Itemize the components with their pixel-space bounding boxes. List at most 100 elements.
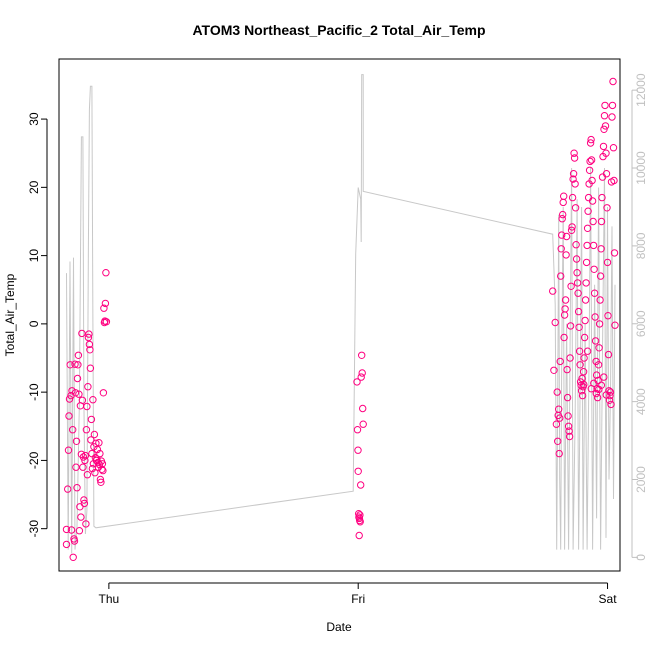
x-tick-label: Fri	[351, 592, 365, 606]
data-point	[65, 395, 74, 403]
data-point	[564, 412, 572, 420]
data-point	[594, 361, 603, 369]
y2-tick-label: 10000	[634, 151, 648, 185]
data-point	[600, 112, 609, 120]
data-point	[100, 304, 108, 312]
data-point	[87, 415, 96, 424]
data-point	[561, 305, 569, 313]
data-point	[563, 393, 572, 402]
data-point	[607, 400, 615, 409]
data-point	[588, 176, 596, 185]
data-point	[570, 154, 579, 162]
data-point	[91, 469, 99, 477]
data-point	[589, 241, 598, 250]
data-point	[559, 198, 567, 207]
data-point	[601, 122, 610, 130]
data-point	[591, 337, 600, 345]
data-point	[77, 513, 85, 521]
data-point	[575, 347, 584, 355]
right-axis: 0 2000 4000 6000 8000 10000 12000	[631, 73, 648, 561]
data-point	[556, 414, 564, 422]
data-point	[74, 361, 82, 369]
data-point	[565, 427, 573, 435]
data-point	[355, 510, 363, 518]
data-point	[573, 269, 581, 277]
data-point	[83, 402, 91, 411]
data-point	[566, 322, 575, 330]
data-point	[600, 125, 608, 134]
data-point	[604, 350, 613, 359]
y-axis-label: Total_Air_Temp	[3, 273, 17, 356]
data-point	[578, 391, 587, 400]
data-point	[354, 467, 362, 475]
data-point	[555, 405, 563, 413]
data-point	[609, 144, 618, 152]
data-point	[562, 232, 571, 241]
data-point	[608, 101, 617, 110]
data-point	[571, 180, 579, 188]
data-point	[571, 204, 580, 212]
data-point	[569, 175, 577, 183]
data-point	[597, 381, 605, 389]
data-point	[85, 330, 93, 338]
data-point	[359, 404, 367, 413]
y2-tick-label: 4000	[634, 388, 648, 415]
data-point	[577, 387, 586, 395]
chart-title: ATOM3 Northeast_Pacific_2 Total_Air_Temp	[192, 22, 485, 38]
data-point	[551, 318, 559, 327]
x-axis-label: Date	[326, 620, 352, 634]
data-point	[86, 346, 94, 354]
data-point	[79, 463, 87, 471]
data-point	[555, 449, 563, 458]
y-tick-label: -10	[27, 383, 41, 401]
data-point	[604, 312, 612, 320]
data-point	[572, 255, 581, 263]
data-point	[564, 422, 573, 430]
data-point	[592, 371, 601, 379]
y-tick-label: -20	[27, 451, 41, 469]
data-point	[70, 537, 79, 545]
data-point	[603, 258, 612, 267]
data-point	[582, 279, 590, 287]
data-point	[86, 364, 95, 372]
data-point	[567, 282, 575, 290]
series-line	[66, 74, 616, 554]
data-point	[596, 296, 604, 304]
y-tick-label: 0	[27, 320, 41, 327]
data-point	[97, 478, 105, 486]
bottom-axis: Thu Fri Sat	[99, 582, 617, 606]
data-point	[102, 318, 111, 326]
data-point	[568, 193, 577, 202]
data-point	[611, 321, 619, 329]
data-point	[64, 485, 72, 493]
x-tick-label: Thu	[99, 592, 120, 606]
y-tick-label: -30	[27, 520, 41, 538]
data-point	[73, 374, 82, 383]
data-point	[599, 142, 608, 151]
data-point	[95, 439, 103, 447]
data-point	[583, 347, 592, 355]
data-point	[556, 357, 564, 366]
data-point	[99, 466, 107, 475]
data-point	[62, 540, 71, 549]
data-point	[565, 432, 574, 441]
data-point	[85, 340, 94, 349]
data-point	[583, 224, 592, 233]
data-point	[606, 391, 614, 400]
data-point	[80, 496, 88, 504]
data-point	[602, 149, 610, 157]
data-point	[590, 379, 598, 387]
data-point	[601, 101, 609, 110]
data-point	[78, 396, 87, 404]
y2-tick-label: 0	[634, 554, 648, 561]
data-point	[590, 289, 599, 297]
data-point	[558, 231, 566, 239]
data-point	[82, 520, 90, 528]
data-point	[552, 420, 561, 428]
data-point	[550, 366, 558, 374]
data-point	[96, 475, 105, 484]
y-tick-label: 30	[27, 112, 41, 126]
data-point	[560, 192, 568, 200]
data-point	[90, 430, 99, 439]
data-point	[566, 354, 574, 362]
